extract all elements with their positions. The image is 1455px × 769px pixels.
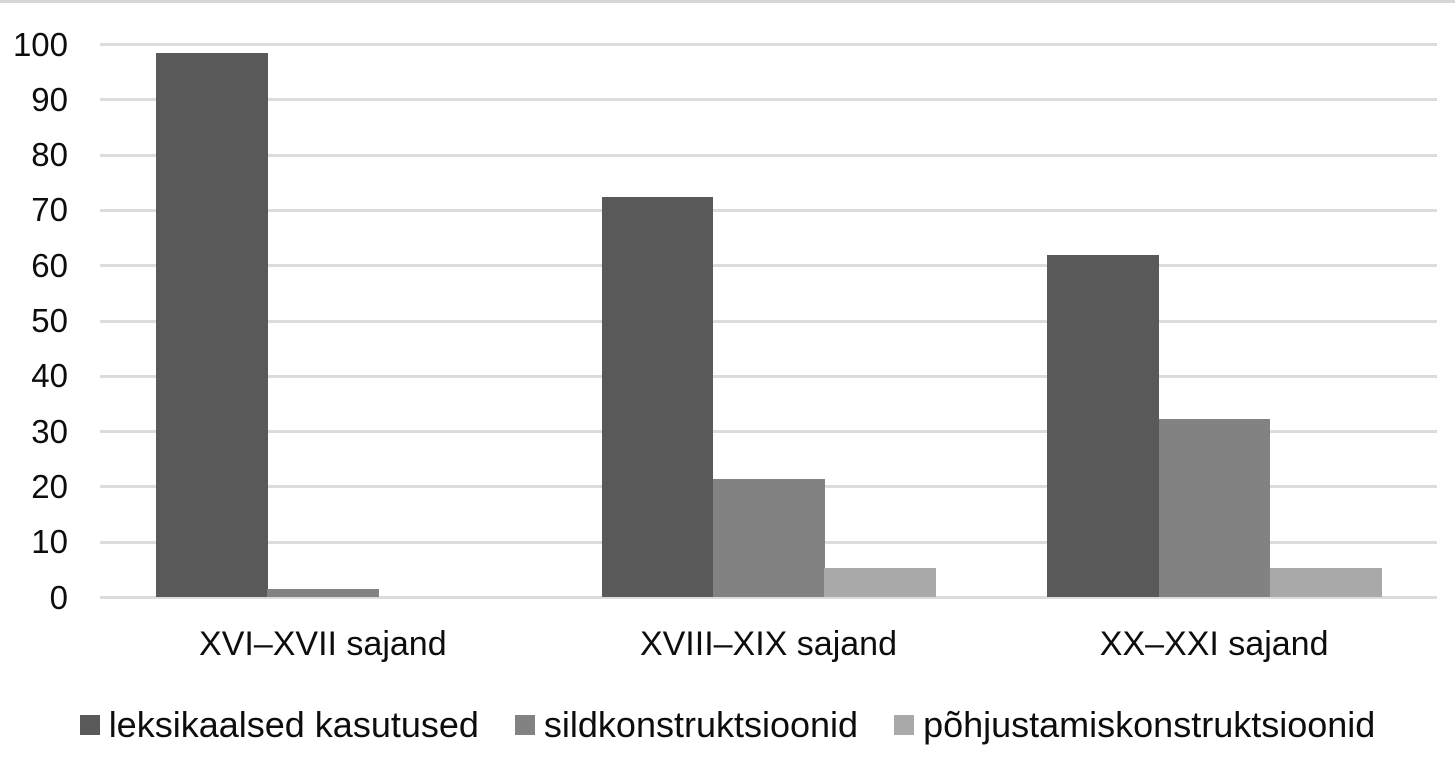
gridline-y-40 (100, 374, 1437, 378)
y-tick-label-100: 100 (12, 25, 68, 63)
bar-põhjustamiskonstruktsioonid-cat2 (824, 567, 936, 598)
legend-item-1: leksikaalsed kasutused (79, 702, 479, 748)
gridline-y-60 (100, 264, 1437, 268)
gridline-y-70 (100, 208, 1437, 212)
legend-label: leksikaalsed kasutused (108, 704, 479, 745)
y-tick-label-70: 70 (31, 191, 68, 229)
y-tick-label-90: 90 (31, 80, 68, 118)
gridline-y-0 (100, 596, 1437, 599)
legend-label: sildkonstruktsioonid (543, 704, 859, 745)
bar-sildkonstruktsioonid-cat3 (1158, 418, 1271, 598)
y-tick-label-50: 50 (31, 302, 68, 339)
x-category-label-3: XX–XXI sajand (1099, 625, 1329, 663)
gridline-y-100 (100, 43, 1437, 46)
legend-swatch-icon (894, 715, 915, 735)
y-tick-label-20: 20 (31, 467, 68, 505)
legend-item-2: sildkonstruktsioonid (514, 702, 859, 748)
legend-item-3: põhjustamiskonstruktsioonid (894, 702, 1375, 748)
y-tick-label-80: 80 (31, 136, 68, 174)
bar-põhjustamiskonstruktsioonid-cat3 (1269, 567, 1382, 598)
bar-sildkonstruktsioonid-cat1 (267, 589, 379, 598)
legend: leksikaalsed kasutused sildkonstruktsioon… (0, 702, 1455, 748)
gridline-y-30 (100, 430, 1437, 434)
gridline-y-50 (100, 319, 1437, 323)
legend-swatch-icon (514, 715, 535, 735)
bar-sildkonstruktsioonid-cat2 (712, 478, 825, 598)
y-tick-label-40: 40 (31, 357, 68, 395)
legend-label: põhjustamiskonstruktsioonid (923, 704, 1376, 745)
figure-top-border (0, 0, 1455, 3)
y-tick-label-30: 30 (31, 412, 68, 450)
gridline-y-90 (100, 98, 1437, 102)
bar-leksikaalsed-kasutused-cat2 (601, 196, 714, 598)
gridline-y-80 (100, 153, 1437, 157)
y-tick-label-60: 60 (31, 246, 68, 284)
bar-leksikaalsed-kasutused-cat3 (1047, 254, 1160, 598)
y-tick-label-0: 0 (49, 578, 68, 616)
x-category-label-1: XVI–XVII sajand (199, 625, 447, 663)
y-tick-label-10: 10 (31, 523, 68, 561)
bar-leksikaalsed-kasutused-cat1 (155, 52, 268, 598)
legend-swatch-icon (79, 715, 100, 735)
x-category-label-2: XVIII–XIX sajand (639, 625, 897, 663)
